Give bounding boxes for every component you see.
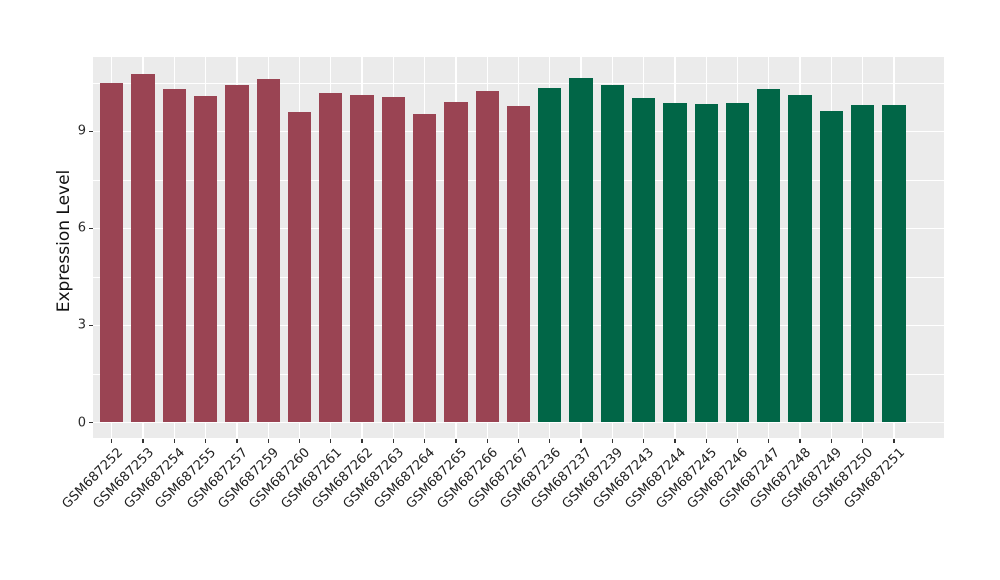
x-tick-mark xyxy=(392,438,394,443)
y-axis-title: Expression Level xyxy=(54,169,74,313)
x-tick-mark xyxy=(611,438,613,443)
bar xyxy=(850,104,875,423)
x-tick-mark xyxy=(361,438,363,443)
bar xyxy=(631,97,656,423)
x-tick-mark xyxy=(674,438,676,443)
bar xyxy=(319,92,343,423)
y-tick-label: 6 xyxy=(77,220,86,236)
plot-panel xyxy=(93,57,944,438)
x-tick-mark xyxy=(486,438,488,443)
x-tick-mark xyxy=(142,438,144,443)
bar xyxy=(131,74,155,423)
x-tick-mark xyxy=(736,438,739,443)
x-tick-mark xyxy=(330,438,332,443)
bar xyxy=(162,89,187,423)
bar xyxy=(663,102,687,423)
x-tick-mark xyxy=(642,438,645,443)
bar xyxy=(725,102,750,423)
bar xyxy=(569,78,593,423)
bar xyxy=(287,111,312,423)
bar xyxy=(757,89,781,423)
bar xyxy=(225,85,249,423)
x-tick-mark xyxy=(862,438,864,443)
x-tick-mark xyxy=(549,438,551,443)
x-tick-mark xyxy=(204,438,207,443)
y-tick-mark xyxy=(89,421,93,424)
y-tick-label: 9 xyxy=(77,123,86,139)
x-tick-mark xyxy=(705,438,707,443)
bar xyxy=(381,97,406,423)
x-tick-mark xyxy=(893,438,895,443)
bar xyxy=(444,102,468,423)
y-tick-mark xyxy=(89,130,93,133)
x-tick-mark xyxy=(830,438,832,443)
x-tick-mark xyxy=(173,438,175,443)
bar xyxy=(506,106,531,423)
x-tick-mark xyxy=(111,438,113,443)
bar xyxy=(788,95,812,423)
bar xyxy=(538,88,562,423)
bar xyxy=(256,79,280,423)
bar xyxy=(412,113,437,423)
x-tick-mark xyxy=(768,438,770,443)
x-tick-mark xyxy=(298,438,301,443)
bar xyxy=(819,110,844,423)
y-tick-label: 0 xyxy=(77,415,86,430)
x-tick-mark xyxy=(580,438,582,443)
x-tick-mark xyxy=(455,438,457,443)
bar xyxy=(350,94,374,423)
y-tick-label: 3 xyxy=(77,317,86,333)
bar xyxy=(882,105,906,423)
bar xyxy=(193,95,218,423)
x-tick-mark xyxy=(423,438,426,443)
y-tick-mark xyxy=(89,227,93,230)
x-tick-mark xyxy=(517,438,520,443)
x-tick-mark xyxy=(267,438,269,443)
x-tick-mark xyxy=(799,438,801,443)
bar xyxy=(100,83,124,423)
bar xyxy=(475,90,499,423)
y-tick-mark xyxy=(89,324,93,327)
bar xyxy=(694,104,718,423)
x-tick-mark xyxy=(236,438,238,443)
bar xyxy=(600,84,625,423)
